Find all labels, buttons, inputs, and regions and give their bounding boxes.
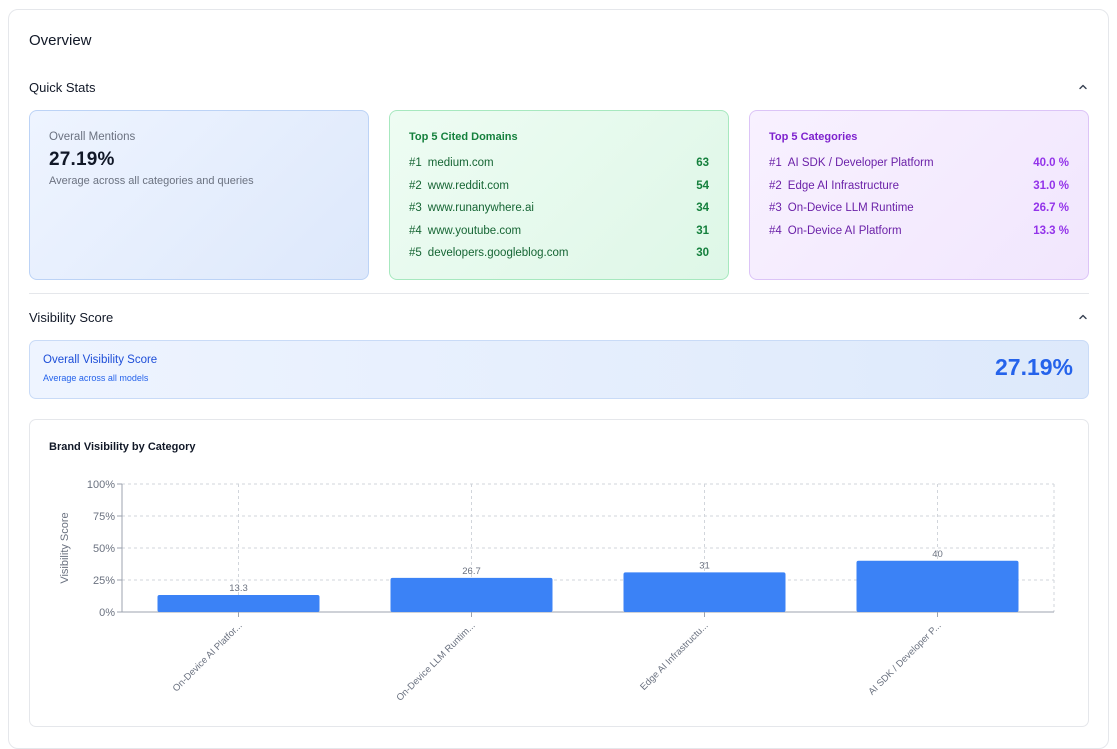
bar (623, 572, 786, 612)
quick-stats-title: Quick Stats (29, 79, 96, 95)
mentions-subtitle: Average across all categories and querie… (49, 175, 254, 187)
top-domains-title: Top 5 Cited Domains (409, 131, 518, 143)
top-categories-title: Top 5 Categories (769, 131, 858, 143)
chevron-up-icon[interactable] (1077, 81, 1089, 93)
category-row: #2 Edge AI Infrastructure 31.0 % (769, 175, 1069, 198)
category-rank: #2 (769, 179, 782, 192)
y-tick-label: 100% (87, 479, 115, 491)
bar (390, 577, 553, 612)
visibility-card-subtitle: Average across all models (43, 373, 149, 383)
visibility-score-title: Visibility Score (29, 309, 114, 325)
category-rank: #3 (769, 202, 782, 215)
domain-name: medium.com (427, 157, 494, 170)
domain-name: developers.googleblog.com (427, 247, 569, 260)
bar-data-label: 13.3 (229, 583, 248, 594)
mentions-label: Overall Mentions (49, 131, 136, 143)
visibility-score-value: 27.19% (994, 354, 1073, 380)
category-row: #1 AI SDK / Developer Platform 40.0 % (769, 152, 1069, 175)
domain-row: #2 www.reddit.com 54 (409, 175, 709, 198)
category-percent: 13.3 % (1033, 224, 1069, 237)
category-name: On-Device AI Platform (787, 224, 902, 237)
visibility-card-title: Overall Visibility Score (43, 354, 158, 366)
category-name: AI SDK / Developer Platform (787, 157, 934, 170)
x-tick-label: Edge AI Infrastructu... (638, 620, 710, 692)
overview-panel: Overview Quick Stats Overall Mentions 27… (8, 9, 1109, 749)
category-percent: 31.0 % (1033, 179, 1069, 192)
domain-rank: #1 (409, 157, 422, 170)
domain-count: 63 (696, 157, 709, 170)
bar-data-label: 26.7 (462, 566, 481, 577)
brand-visibility-bar-chart: 0% 25% 50% 75% 100% Visibility Score 13.3 On-De… (59, 479, 1055, 704)
category-row: #4 On-Device AI Platform 13.3 % (769, 220, 1069, 243)
category-rank: #1 (769, 157, 782, 170)
page-title: Overview (29, 32, 92, 49)
category-percent: 26.7 % (1033, 202, 1069, 215)
chevron-up-icon[interactable] (1077, 311, 1089, 323)
x-tick-label: On-Device AI Platfor... (171, 620, 245, 694)
top-categories-card: Top 5 Categories #1 AI SDK / Developer Pl… (749, 110, 1089, 280)
overall-mentions-card: Overall Mentions 27.19% Average across a… (29, 110, 369, 280)
category-name: Edge AI Infrastructure (787, 179, 900, 192)
brand-visibility-chart-card: Brand Visibility by Category 0% 25% 50% 75%… (29, 419, 1089, 727)
category-name: On-Device LLM Runtime (787, 202, 914, 215)
domain-name: www.youtube.com (427, 224, 522, 237)
domain-count: 54 (696, 179, 709, 192)
mentions-value: 27.19% (49, 149, 115, 170)
bar-data-label: 40 (932, 549, 943, 560)
domain-name: www.runanywhere.ai (427, 202, 534, 215)
bar-data-label: 31 (699, 560, 710, 571)
domain-count: 34 (696, 202, 709, 215)
quick-stats-header[interactable]: Quick Stats (29, 77, 1089, 97)
domain-row: #4 www.youtube.com 31 (409, 220, 709, 243)
domain-rank: #3 (409, 202, 422, 215)
y-tick-label: 50% (93, 543, 115, 555)
domain-row: #3 www.runanywhere.ai 34 (409, 197, 709, 220)
domain-row: #1 medium.com 63 (409, 152, 709, 175)
visibility-score-header[interactable]: Visibility Score (29, 307, 1089, 327)
y-tick-label: 75% (93, 511, 115, 523)
category-percent: 40.0 % (1033, 157, 1069, 170)
domain-count: 31 (696, 224, 709, 237)
top-domains-card: Top 5 Cited Domains #1 medium.com 63 #2 www… (389, 110, 729, 280)
category-row: #3 On-Device LLM Runtime 26.7 % (769, 197, 1069, 220)
domain-count: 30 (696, 247, 709, 260)
domain-name: www.reddit.com (427, 179, 509, 192)
y-tick-label: 25% (93, 575, 115, 587)
section-divider (29, 293, 1089, 294)
x-tick-label: On-Device LLM Runtim... (394, 620, 477, 703)
domain-rank: #2 (409, 179, 422, 192)
bar (856, 560, 1019, 612)
y-axis-label: Visibility Score (59, 512, 71, 583)
y-tick-label: 0% (99, 607, 115, 619)
chart-title: Brand Visibility by Category (49, 441, 196, 453)
overall-visibility-card: Overall Visibility Score Average across … (29, 340, 1089, 399)
bar (157, 594, 320, 612)
x-tick-label: AI SDK / Developer P... (867, 620, 944, 697)
domain-rank: #5 (409, 247, 422, 260)
domain-rank: #4 (409, 224, 422, 237)
domain-row: #5 developers.googleblog.com 30 (409, 242, 709, 265)
category-rank: #4 (769, 224, 782, 237)
